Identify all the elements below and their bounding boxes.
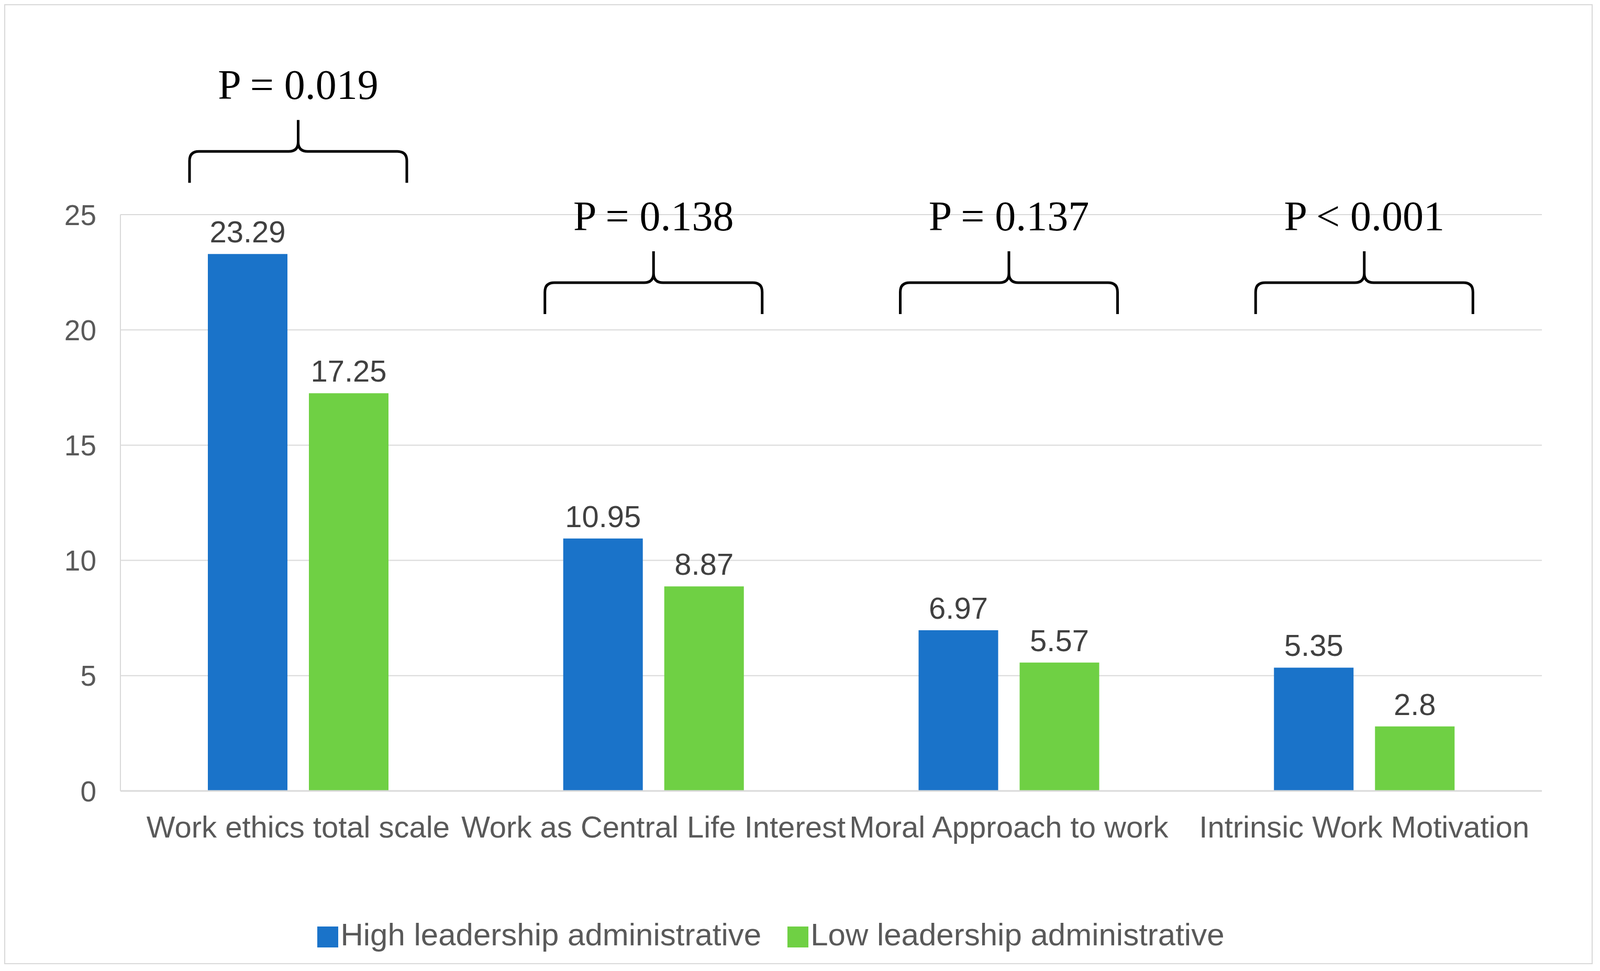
svg-text:P = 0.137: P = 0.137 <box>928 193 1090 240</box>
svg-text:10: 10 <box>64 544 97 577</box>
svg-text:2.8: 2.8 <box>1393 687 1437 722</box>
svg-text:P < 0.001: P < 0.001 <box>1283 193 1445 240</box>
svg-text:8.87: 8.87 <box>674 547 734 582</box>
svg-text:0: 0 <box>80 775 97 808</box>
svg-text:P = 0.138: P = 0.138 <box>573 193 735 240</box>
svg-text:5.57: 5.57 <box>1029 623 1090 658</box>
svg-text:5: 5 <box>80 659 97 693</box>
html-text:Low leadership administrative: Low leadership administrative <box>810 917 1225 953</box>
svg-text:23.29: 23.29 <box>209 214 286 249</box>
svg-text:6.97: 6.97 <box>928 591 988 626</box>
svg-text:10.95: 10.95 <box>564 499 641 534</box>
svg-text:20: 20 <box>64 314 97 347</box>
svg-text:Work ethics total scale: Work ethics total scale <box>146 809 450 844</box>
svg-text:Moral Approach to work: Moral Approach to work <box>849 809 1169 844</box>
svg-text:15: 15 <box>64 429 97 462</box>
svg-text:P = 0.019: P = 0.019 <box>217 61 379 108</box>
html-text:High leadership administrative: High leadership administrative <box>340 917 762 953</box>
svg-text:17.25: 17.25 <box>310 353 387 388</box>
svg-text:25: 25 <box>64 198 97 232</box>
svg-text:Intrinsic Work Motivation: Intrinsic Work Motivation <box>1198 809 1530 844</box>
svg-text:5.35: 5.35 <box>1284 628 1344 663</box>
svg-text:Work as Central Life Interest: Work as Central Life Interest <box>461 809 846 844</box>
